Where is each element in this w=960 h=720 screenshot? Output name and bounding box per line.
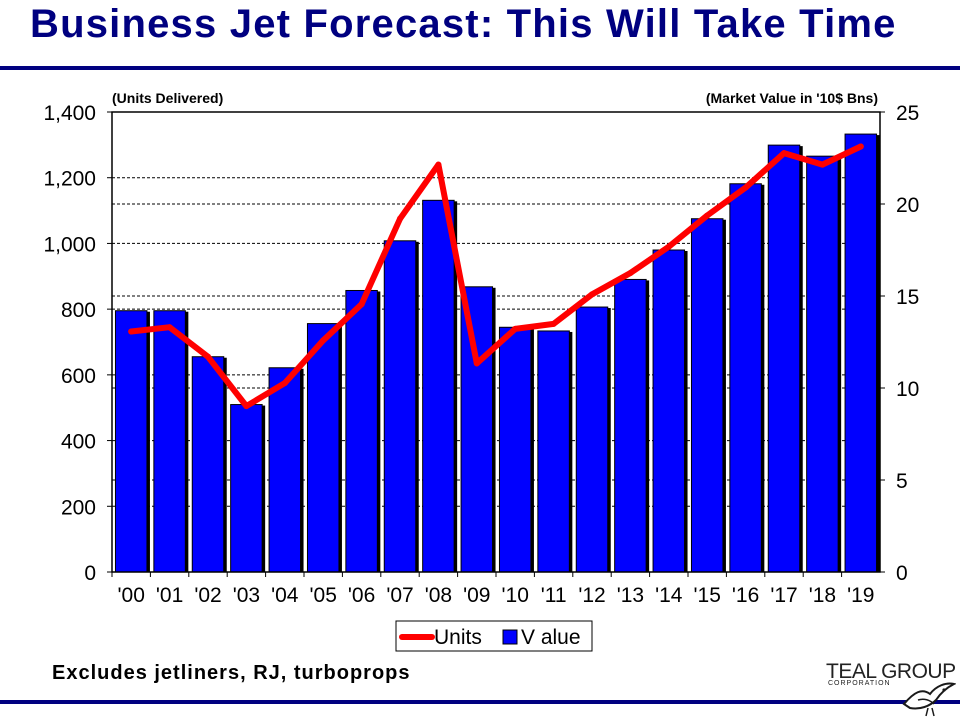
bar (767, 144, 801, 573)
right-tick-label: 0 (896, 562, 908, 585)
logo-subtitle: CORPORATION (828, 680, 891, 687)
bar (614, 278, 647, 573)
x-tick-label: '11 (541, 584, 567, 607)
bar (498, 326, 532, 573)
bottom-divider (0, 700, 960, 704)
x-tick-label: '00 (118, 584, 145, 607)
units-point (166, 324, 173, 331)
left-tick-label: 1,000 (43, 233, 96, 256)
bar (575, 306, 609, 573)
units-point (704, 212, 711, 219)
left-tick-label: 1,400 (43, 102, 96, 125)
x-tick-label: '15 (694, 584, 721, 607)
x-tick-label: '06 (348, 584, 375, 607)
bar (153, 310, 186, 573)
legend-value-swatch (502, 629, 518, 645)
bar (690, 218, 724, 573)
x-tick-label: '17 (770, 584, 797, 607)
units-point (128, 328, 135, 335)
legend-units-label: Units (434, 626, 482, 649)
units-point (589, 291, 595, 298)
title-divider (0, 66, 960, 70)
bar (844, 133, 878, 573)
x-tick-label: '05 (310, 584, 337, 607)
x-axis: '00 '01 '02 '03 '04 '05 '06 '07 '08 '09 '10 '11 '12 '… (111, 572, 874, 607)
units-point (243, 403, 250, 410)
x-tick-label: '09 (463, 584, 490, 607)
units-point (205, 353, 211, 360)
bar (460, 286, 494, 573)
units-point (473, 360, 480, 367)
bar (652, 249, 686, 573)
units-point (512, 325, 519, 332)
left-tick-label: 400 (61, 431, 96, 454)
units-point (320, 337, 327, 344)
value-bars (114, 133, 880, 573)
x-tick-label: '04 (271, 584, 299, 607)
legend-value-label: V alue (521, 626, 581, 649)
right-axis-label: (Market Value in '10$ Bns) (706, 90, 878, 106)
x-tick-label: '13 (617, 584, 644, 607)
left-axis-label: (Units Delivered) (112, 90, 223, 106)
plot-area (112, 112, 880, 572)
right-tick-label: 5 (896, 470, 908, 493)
x-tick-label: '19 (847, 584, 874, 607)
bar (383, 240, 417, 573)
left-axis: 0 200 400 600 800 1,000 1,200 1,400 (43, 102, 112, 585)
left-tick-label: 600 (61, 365, 96, 388)
bar (268, 367, 302, 573)
bar (729, 183, 762, 573)
units-point (281, 380, 288, 387)
bar (422, 199, 455, 573)
x-tick-label: '16 (732, 584, 759, 607)
right-tick-label: 15 (896, 286, 919, 309)
units-series-line (128, 143, 864, 410)
x-tick-label: '02 (194, 584, 221, 607)
bar (537, 330, 570, 573)
units-point (435, 161, 442, 168)
x-tick-label: '07 (386, 584, 413, 607)
x-tick-label: '01 (156, 584, 183, 607)
units-point (358, 301, 365, 308)
logo-name: TEAL GROUP (826, 660, 956, 683)
units-point (857, 143, 864, 150)
bar (191, 356, 225, 573)
bar (114, 310, 148, 573)
x-tick-label: '10 (502, 584, 529, 607)
teal-bird-icon (902, 682, 956, 717)
right-tick-label: 25 (896, 102, 919, 125)
units-point (781, 150, 787, 157)
plot-background (112, 112, 880, 572)
units-point (550, 320, 557, 327)
units-line (128, 143, 864, 410)
x-tick-label: '18 (809, 584, 836, 607)
bar (806, 155, 839, 573)
x-tick-label: '12 (578, 584, 605, 607)
legend: Units V alue (395, 620, 593, 652)
left-tick-label: 800 (61, 299, 96, 322)
left-tick-label: 0 (84, 562, 96, 585)
bar (230, 404, 263, 573)
units-point (627, 270, 634, 276)
right-tick-label: 20 (896, 194, 919, 217)
bar (306, 323, 340, 573)
units-point (665, 243, 672, 250)
bar (345, 289, 378, 573)
units-point (742, 184, 749, 191)
units-point (819, 161, 826, 168)
x-tick-label: '14 (655, 584, 683, 607)
right-tick-label: 10 (896, 378, 919, 401)
units-point (397, 215, 403, 222)
left-tick-label: 200 (61, 496, 96, 519)
right-axis: 0 5 10 15 20 25 (880, 102, 919, 585)
page-title: Business Jet Forecast: This Will Take Ti… (30, 2, 897, 46)
footnote: Excludes jetliners, RJ, turboprops (52, 662, 411, 684)
x-tick-label: '03 (233, 584, 260, 607)
x-tick-label: '08 (425, 584, 452, 607)
teal-group-logo: TEAL GROUP CORPORATION (826, 660, 956, 720)
left-tick-label: 1,200 (43, 168, 96, 191)
